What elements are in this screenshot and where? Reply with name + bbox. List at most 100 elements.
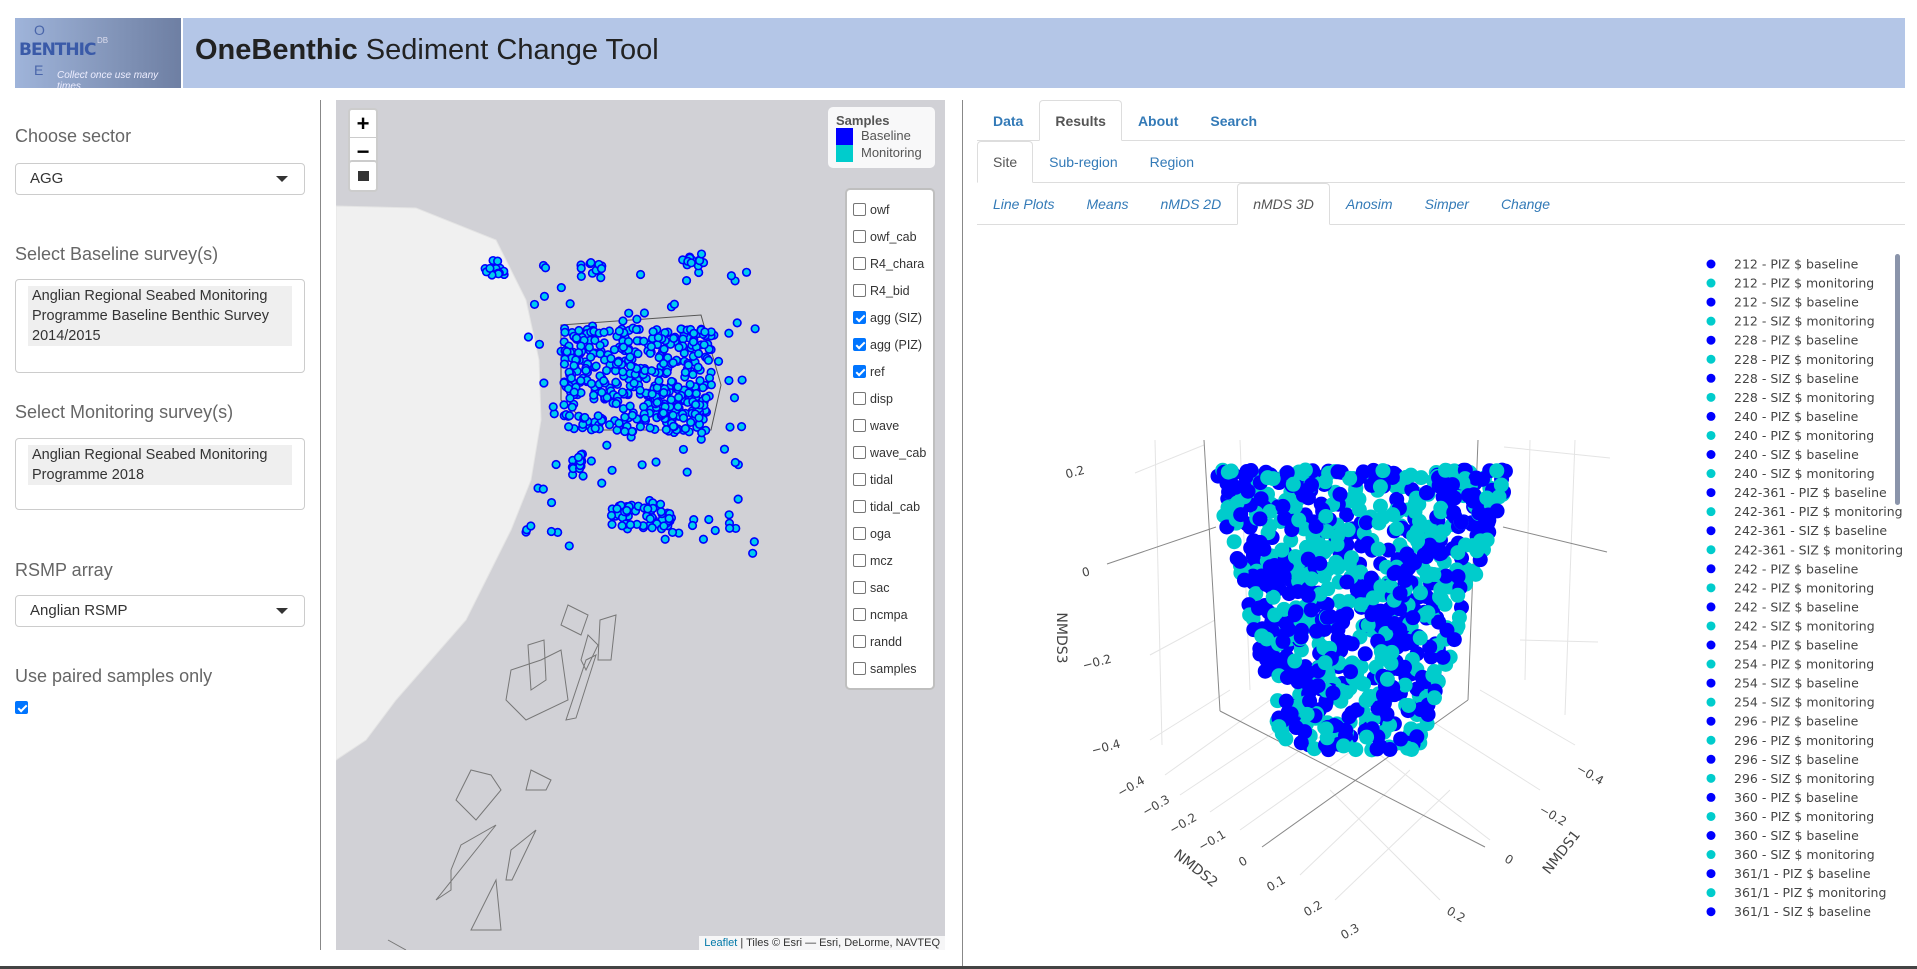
sample-point[interactable] [640,413,650,423]
legend-item[interactable]: 254 - SIZ $ baseline [1706,676,1860,691]
nmds-point[interactable] [1330,621,1346,637]
legend-item[interactable]: 212 - SIZ $ baseline [1706,295,1860,310]
sample-point[interactable] [633,349,643,359]
layer-checkbox[interactable] [853,581,866,594]
nmds-point[interactable] [1279,465,1295,481]
sample-point[interactable] [659,344,669,354]
nmds-point[interactable] [1308,518,1324,534]
layer-item[interactable]: tidal_cab [853,493,927,520]
sample-point[interactable] [693,362,703,372]
sample-point[interactable] [620,412,630,422]
sample-point[interactable] [597,478,607,488]
legend-item[interactable]: 242-361 - SIZ $ monitoring [1706,542,1904,557]
legend-item[interactable]: 242 - SIZ $ baseline [1706,599,1860,614]
legend-item[interactable]: 360 - SIZ $ baseline [1706,828,1860,843]
sample-point[interactable] [593,411,603,421]
sample-point[interactable] [618,316,628,326]
layer-checkbox[interactable] [853,338,866,351]
nmds-point[interactable] [1351,491,1367,507]
sample-point[interactable] [586,379,597,389]
nmds-point[interactable] [1369,741,1385,757]
sample-point[interactable] [631,324,642,335]
sample-point[interactable] [602,392,612,403]
sample-point[interactable] [485,263,495,274]
sample-point[interactable] [604,420,615,430]
sample-point[interactable] [666,376,677,387]
nmds-point[interactable] [1472,533,1488,549]
nmds-point[interactable] [1491,489,1507,505]
legend-item[interactable]: 254 - PIZ $ monitoring [1706,657,1875,672]
sample-point[interactable] [647,366,657,376]
sample-point[interactable] [748,548,758,558]
layer-checkbox[interactable] [853,392,866,405]
nmds-point[interactable] [1339,574,1355,590]
sample-point[interactable] [724,375,734,386]
sample-point[interactable] [562,347,572,357]
layer-item[interactable]: ncmpa [853,601,927,628]
nmds-point[interactable] [1300,665,1316,681]
layer-item[interactable]: oga [853,520,927,547]
sample-point[interactable] [625,352,635,362]
tab-simper[interactable]: Simper [1424,196,1469,212]
sample-point[interactable] [673,401,683,412]
sample-point[interactable] [645,514,655,524]
nmds-point[interactable] [1310,678,1326,694]
layer-item[interactable]: R4_chara [853,250,927,277]
sample-point[interactable] [698,534,709,544]
legend-item[interactable]: 361/1 - PIZ $ monitoring [1706,885,1887,900]
sample-point[interactable] [653,332,663,343]
nmds-point[interactable] [1232,553,1248,569]
nmds-point[interactable] [1260,470,1276,486]
nmds-point[interactable] [1339,507,1355,523]
nmds-point[interactable] [1359,729,1375,745]
leaflet-link[interactable]: Leaflet [704,937,738,949]
layer-checkbox[interactable] [853,527,866,540]
nmds-point[interactable] [1370,700,1386,716]
sample-point[interactable] [602,440,612,450]
sample-point[interactable] [529,299,540,310]
nmds-point[interactable] [1317,655,1333,671]
sample-point[interactable] [595,340,605,350]
nmds-point[interactable] [1450,587,1466,603]
sample-point[interactable] [686,258,696,268]
nmds-point[interactable] [1425,667,1441,683]
sample-point[interactable] [710,525,720,536]
sample-point[interactable] [559,400,569,410]
sample-point[interactable] [686,417,696,427]
sample-point[interactable] [678,444,689,455]
tab-nmds-2d[interactable]: nMDS 2D [1160,196,1222,212]
sample-point[interactable] [685,379,695,390]
tab-anosim[interactable]: Anosim [1345,196,1393,212]
nmds-point[interactable] [1229,495,1245,511]
sector-select[interactable]: AGG [15,163,305,195]
legend-item[interactable]: 228 - PIZ $ monitoring [1706,352,1875,367]
tab-means[interactable]: Means [1086,196,1129,212]
layer-item[interactable]: wave_cab [853,439,927,466]
layer-checkbox[interactable] [853,284,866,297]
sample-point[interactable] [526,521,536,531]
nmds-point[interactable] [1287,606,1303,622]
nmds-point[interactable] [1352,564,1368,580]
nmds-point[interactable] [1399,562,1415,578]
sample-point[interactable] [590,423,600,434]
sample-point[interactable] [586,352,596,362]
sample-point[interactable] [564,411,575,421]
nmds-point[interactable] [1312,555,1328,571]
nmds-point[interactable] [1344,636,1360,652]
nmds-point[interactable] [1351,502,1367,518]
nmds-point[interactable] [1451,609,1467,625]
nmds-point[interactable] [1479,490,1495,506]
sample-point[interactable] [493,256,503,266]
nmds-point[interactable] [1385,507,1401,523]
sample-point[interactable] [637,460,647,470]
nmds-point[interactable] [1489,503,1505,519]
nmds-point[interactable] [1370,541,1386,557]
sample-point[interactable] [680,367,690,377]
sample-point[interactable] [564,422,574,432]
nmds-point[interactable] [1363,570,1379,586]
layer-item[interactable]: R4_bid [853,277,927,304]
nmds-point[interactable] [1336,738,1352,754]
sample-point[interactable] [733,494,743,504]
sample-point[interactable] [567,402,577,412]
sample-point[interactable] [622,505,632,516]
